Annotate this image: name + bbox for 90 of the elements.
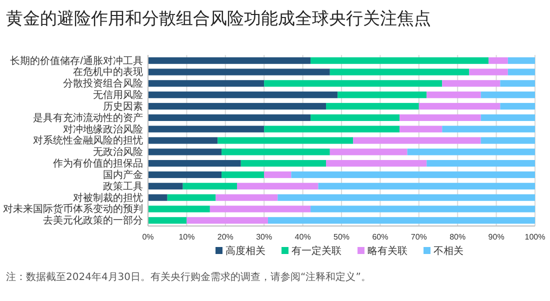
bar xyxy=(167,194,216,201)
legend-label: 有一定关联 xyxy=(292,245,342,257)
bar xyxy=(400,126,442,132)
bar xyxy=(268,217,535,224)
bar xyxy=(148,68,330,76)
x-tick-label: 50% xyxy=(333,232,350,242)
y-tick-label: 政策工具 xyxy=(103,180,143,192)
x-tick-label: 70% xyxy=(410,232,427,242)
bar xyxy=(148,92,338,98)
bar xyxy=(210,206,311,212)
x-tick-label: 100% xyxy=(524,232,546,242)
y-tick-label: 国内产金 xyxy=(103,168,143,181)
bar xyxy=(418,102,500,110)
bar xyxy=(222,148,330,156)
y-tick-label: 对被制裁的担忧 xyxy=(73,192,143,204)
bar xyxy=(400,114,481,121)
bar xyxy=(310,206,535,212)
bar xyxy=(291,171,535,178)
bar xyxy=(222,171,264,178)
bar xyxy=(426,160,535,167)
bar xyxy=(148,171,222,178)
y-tick-label: 无政治风险 xyxy=(93,146,143,158)
bar xyxy=(148,206,210,212)
bar xyxy=(216,194,278,201)
bar xyxy=(182,182,238,190)
bar xyxy=(426,92,481,98)
bar xyxy=(442,80,500,87)
bar xyxy=(278,194,535,201)
x-tick-label: 30% xyxy=(256,232,272,242)
legend-label: 高度相关 xyxy=(226,245,266,257)
bar xyxy=(488,57,508,64)
y-tick-label: 对冲地缘政治风险 xyxy=(63,123,143,136)
bar xyxy=(148,126,264,132)
bar xyxy=(500,80,535,87)
x-tick-label: 0% xyxy=(142,232,154,242)
bar xyxy=(148,194,168,201)
bar xyxy=(148,182,183,190)
y-tick-label: 长期的价值储存/通胀对冲工具 xyxy=(10,54,143,67)
bar xyxy=(148,102,326,110)
x-tick-label: 60% xyxy=(372,232,388,242)
x-tick-label: 10% xyxy=(178,232,195,242)
bar xyxy=(218,137,354,144)
bar xyxy=(508,57,535,64)
legend-label: 略有关联 xyxy=(368,245,408,257)
bar xyxy=(338,92,427,98)
bar xyxy=(148,114,311,121)
y-tick-label: 对未来国际货币体系变动的预判 xyxy=(3,203,143,216)
bar xyxy=(264,80,442,87)
bar xyxy=(330,148,408,156)
bar xyxy=(264,171,292,178)
x-tick-label: 80% xyxy=(450,232,466,242)
bar xyxy=(480,114,535,121)
x-tick-label: 40% xyxy=(294,232,311,242)
bar xyxy=(318,182,535,190)
bar xyxy=(442,126,535,132)
bar xyxy=(186,217,268,224)
bar xyxy=(480,137,535,144)
bar xyxy=(469,68,508,76)
bar xyxy=(500,102,535,110)
y-tick-label: 历史因素 xyxy=(103,100,143,112)
bar xyxy=(407,148,535,156)
y-tick-label: 对系统性金融风险的担忧 xyxy=(33,134,143,147)
bar xyxy=(326,160,427,167)
bar xyxy=(310,57,489,64)
x-tick-label: 90% xyxy=(488,232,504,242)
bar xyxy=(353,137,481,144)
y-tick-label: 作为有价值的担保品 xyxy=(52,158,143,170)
bar xyxy=(237,182,318,190)
bar xyxy=(148,148,222,156)
bar xyxy=(148,160,241,167)
bar xyxy=(148,80,264,87)
bar xyxy=(310,114,400,121)
bar xyxy=(148,57,311,64)
bar xyxy=(148,217,187,224)
bar xyxy=(264,126,400,132)
y-tick-label: 无信用风险 xyxy=(93,89,143,102)
bar xyxy=(148,137,218,144)
x-tick-label: 20% xyxy=(217,232,234,242)
legend-label: 不相关 xyxy=(434,245,464,257)
bar xyxy=(480,92,535,98)
y-tick-label: 分散投资组合风险 xyxy=(63,78,143,90)
bar xyxy=(508,68,535,76)
bar xyxy=(240,160,326,167)
y-tick-label: 去美元化政策的一部分 xyxy=(43,214,143,227)
bar xyxy=(326,102,419,110)
text: 注：数据截至2024年4月30日。有关央行购金需求的调查，请参阅“注释和定义”。 xyxy=(6,271,371,283)
bar xyxy=(330,68,470,76)
y-tick-label: 是具有充沛流动性的资产 xyxy=(33,112,143,124)
y-tick-label: 在危机中的表现 xyxy=(73,66,143,78)
chart-title: 黄金的避险作用和分散组合风险功能成全球央行关注焦点 xyxy=(6,9,431,29)
